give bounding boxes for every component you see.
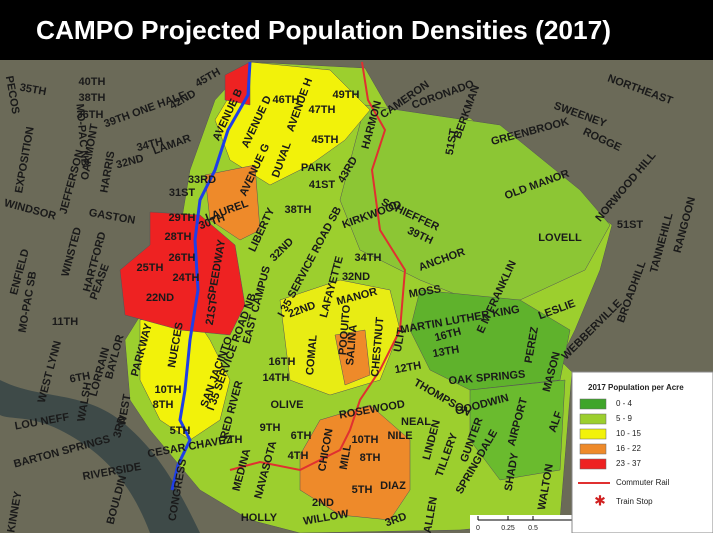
street-label: 9TH	[260, 422, 281, 434]
street-label: 7TH	[222, 434, 243, 446]
street-label: OLIVE	[270, 399, 303, 411]
street-label: 35TH	[19, 82, 48, 98]
street-label: 36TH	[77, 109, 104, 121]
legend-rail: Commuter Rail	[616, 478, 670, 487]
street-label: 8TH	[153, 399, 174, 411]
street-label: 16TH	[269, 356, 296, 368]
street-label: 26TH	[169, 252, 196, 264]
street-label: 33RD	[188, 174, 216, 186]
legend-label: 5 - 9	[616, 414, 633, 423]
street-label: 49TH	[333, 89, 360, 101]
street-label: 46TH	[273, 94, 300, 106]
street-label: 8TH	[360, 452, 381, 464]
street-label: 31ST	[169, 187, 196, 199]
street-label: MO-PAC NB	[73, 103, 90, 167]
street-label: 40TH	[79, 76, 106, 88]
street-label: 29TH	[169, 212, 196, 224]
street-label: COMAL	[304, 334, 319, 375]
legend-label: 16 - 22	[616, 444, 641, 453]
street-label: ULIT	[392, 327, 408, 353]
street-label: LOVELL	[538, 232, 582, 244]
street-label: HOLLY	[241, 512, 278, 524]
street-label: NEAL	[401, 416, 431, 428]
legend-swatch	[579, 428, 607, 440]
street-label: MOSS	[408, 283, 442, 300]
street-label: 41ST	[309, 179, 336, 191]
legend-label: 0 - 4	[616, 399, 633, 408]
title-bar	[0, 0, 713, 60]
street-label: 24TH	[173, 272, 200, 284]
street-label: PARK	[301, 162, 331, 174]
commuter-rail	[229, 61, 407, 472]
street-label: 45TH	[312, 134, 339, 146]
waterway	[170, 61, 252, 491]
street-label: 21ST	[204, 298, 220, 326]
legend-label: 10 - 15	[616, 429, 641, 438]
legend-swatch	[579, 443, 607, 455]
street-label: 32ND	[342, 271, 370, 283]
density-zones	[119, 61, 613, 533]
street-label: 25TH	[137, 262, 164, 274]
street-label: 5TH	[170, 425, 191, 437]
legend-swatch	[579, 398, 607, 410]
street-label: SALINA	[344, 324, 360, 366]
street-label: POQUITO	[337, 304, 353, 356]
legend-stop: Train Stop	[616, 497, 653, 506]
street-label: 11TH	[52, 316, 78, 328]
street-label: 14TH	[263, 372, 290, 384]
street-label: DIAZ	[380, 480, 406, 492]
legend-swatch	[579, 458, 607, 470]
scale-label: 0	[476, 525, 480, 532]
street-label: CHESTNUT	[369, 316, 386, 377]
street-label: 10TH	[352, 434, 379, 446]
legend-swatch	[579, 413, 607, 425]
scale-label: 0.25	[501, 525, 515, 532]
street-label: 5TH	[352, 484, 373, 496]
street-label: 51ST	[444, 128, 460, 156]
street-label: ALLEN	[422, 496, 440, 533]
street-label: 6TH	[291, 430, 312, 442]
river	[0, 380, 200, 533]
legend-title: 2017 Population per Acre	[588, 383, 684, 392]
legend-label: 23 - 37	[616, 459, 641, 468]
street-label: 3RD	[111, 415, 128, 439]
street-label: 13TH	[432, 344, 461, 360]
street-label: 22ND	[146, 292, 174, 304]
legend: 2017 Population per Acre 0 - 4 5 - 9 10 - …	[571, 371, 713, 533]
street-label: 2ND	[312, 497, 334, 509]
street-label: WEST	[116, 393, 133, 427]
scale-label: 0.5	[528, 525, 538, 532]
street-label: 6TH	[69, 370, 92, 385]
street-label: 38TH	[79, 92, 106, 104]
street-label: 10TH	[155, 384, 182, 396]
street-label: MILL	[338, 443, 354, 471]
street-label: 51ST	[617, 219, 644, 231]
street-label: 47TH	[309, 104, 336, 116]
legend-stop-icon: ✱	[594, 493, 606, 509]
street-label: 34TH	[355, 252, 382, 264]
legend-items: 0 - 4 5 - 9 10 - 15 16 - 22 23 - 37	[579, 398, 641, 470]
street-label: NILE	[387, 430, 412, 442]
street-label: 12TH	[394, 360, 423, 376]
title: CAMPO Projected Population Densities (20…	[36, 15, 611, 45]
street-label: 4TH	[288, 450, 309, 462]
street-label: 38TH	[285, 204, 312, 216]
street-label: 28TH	[165, 231, 192, 243]
